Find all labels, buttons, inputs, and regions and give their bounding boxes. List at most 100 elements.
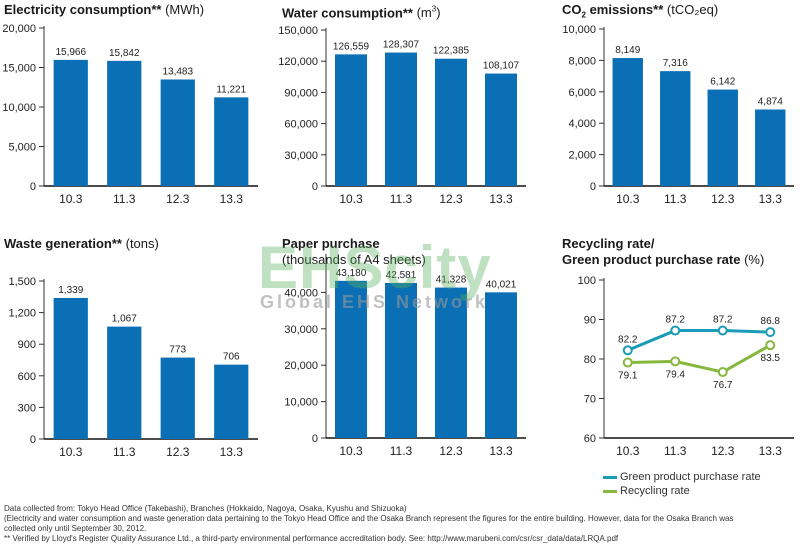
legend-item-recycling: Recycling rate	[603, 484, 761, 498]
data-point	[622, 345, 633, 356]
x-tick-label: 10.3	[616, 192, 640, 206]
y-tick-label: 0	[590, 181, 596, 193]
x-tick-label: 13.3	[220, 445, 244, 459]
y-tick-label: 15,000	[2, 63, 36, 75]
data-label: 1,339	[58, 285, 83, 296]
data-label: 40,021	[486, 279, 517, 290]
data-label: 87.2	[713, 315, 733, 326]
x-tick-label: 10.3	[59, 445, 83, 459]
y-tick-label: 20,000	[2, 23, 36, 35]
data-label: 79.1	[618, 371, 638, 382]
bar	[335, 280, 367, 438]
y-tick-label: 1,500	[8, 276, 36, 288]
data-point	[670, 356, 681, 367]
legend-swatch	[603, 489, 617, 493]
bar	[660, 71, 691, 186]
y-tick-label: 80	[584, 354, 596, 366]
data-label: 43,180	[336, 268, 367, 279]
y-tick-label: 10,000	[562, 24, 596, 36]
data-label: 4,874	[758, 96, 783, 107]
data-label: 773	[169, 345, 186, 356]
electricity-chart: 0 5,000 10,000 15,000 20,000 10.3 11.3 12.3 13.3…	[2, 23, 258, 206]
chart-title: Water consumption** (m3)	[282, 5, 441, 21]
data-label: 1,067	[112, 314, 137, 325]
x-tick-label: 13.3	[489, 192, 513, 206]
footnotes: Data collected from: Tokyo Head Office (…	[4, 504, 796, 544]
y-tick-label: 20,000	[284, 360, 318, 372]
legend-swatch	[603, 475, 617, 479]
data-label: 87.2	[666, 315, 686, 326]
waste-chart-panel: Waste generation** (tons) 0 300 600 900 1,20…	[0, 230, 268, 470]
bar	[160, 357, 195, 439]
y-tick-label: 300	[18, 402, 36, 414]
bar	[485, 292, 517, 438]
y-tick-label: 30,000	[284, 150, 318, 162]
x-tick-label: 11.3	[113, 445, 136, 459]
y-tick-label: 0	[312, 433, 318, 445]
y-tick-label: 0	[312, 181, 318, 193]
data-label: 122,385	[433, 46, 470, 57]
footnote-line: (Electricity and water consumption and w…	[4, 514, 734, 523]
x-tick-label: 12.3	[439, 192, 463, 206]
co2-chart-panel: CO2 emissions** (tCO₂eq) 0 2,000 4,000 6,00…	[536, 0, 800, 225]
legend-label: Recycling rate	[620, 485, 690, 497]
bar	[485, 73, 517, 186]
rates-chart: 60 70 80 90 100 10.3 11.3 12.3 13.3 82.2 87.2 87.2 8…	[578, 275, 794, 458]
footnote-line: ** Verified by Lloyd's Register Quality …	[4, 534, 619, 543]
y-tick-label: 30,000	[284, 324, 318, 336]
data-label: 83.5	[761, 353, 781, 364]
y-tick-label: 100	[578, 275, 596, 287]
data-point	[765, 340, 776, 351]
data-label: 41,328	[436, 275, 467, 286]
data-label: 108,107	[483, 61, 520, 72]
y-tick-label: 900	[18, 339, 36, 351]
chart-title: Waste generation** (tons)	[4, 236, 159, 251]
waste-chart: 0 300 600 900 1,200 1,500 10.3 11.3 12.3 13.3 1,33…	[8, 276, 258, 459]
water-chart-panel: Water consumption** (m3) 0 30,000 60,000 90…	[268, 0, 536, 225]
x-tick-label: 13.3	[759, 192, 783, 206]
data-label: 6,142	[710, 77, 735, 88]
y-tick-label: 70	[584, 394, 596, 406]
x-tick-label: 13.3	[220, 192, 244, 206]
x-tick-label: 13.3	[759, 444, 783, 458]
data-point	[717, 325, 728, 336]
rates-chart-panel: Recycling rate/Green product purchase ra…	[536, 230, 800, 470]
x-tick-label: 11.3	[664, 192, 687, 206]
y-tick-label: 90	[584, 315, 596, 327]
y-tick-label: 1,200	[8, 308, 36, 320]
y-tick-label: 6,000	[568, 87, 596, 99]
legend-label: Green product purchase rate	[620, 471, 761, 483]
y-tick-label: 10,000	[284, 397, 318, 409]
y-tick-label: 0	[30, 181, 36, 193]
data-label: 126,559	[333, 41, 370, 52]
x-tick-label: 10.3	[339, 192, 363, 206]
y-tick-label: 4,000	[568, 118, 596, 130]
y-tick-label: 40,000	[284, 287, 318, 299]
chart-title: Paper purchase (thousands of A4 sheets)	[282, 236, 426, 267]
legend-item-green-product: Green product purchase rate	[603, 470, 761, 484]
data-label: 706	[223, 352, 240, 363]
co2-chart: 0 2,000 4,000 6,000 8,000 10,000 10.3 11.3 12.3 1…	[562, 24, 794, 206]
y-tick-label: 90,000	[284, 87, 318, 99]
paper-chart: 0 10,000 20,000 30,000 40,000 10.3 11.3 12.3 13.…	[284, 254, 526, 458]
chart-title: CO2 emissions** (tCO₂eq)	[562, 2, 719, 20]
data-label: 7,316	[663, 58, 688, 69]
x-tick-label: 11.3	[113, 192, 136, 206]
data-label: 79.4	[666, 369, 686, 380]
data-label: 13,483	[162, 66, 193, 77]
data-point	[765, 327, 776, 338]
y-tick-label: 2,000	[568, 150, 596, 162]
bar	[435, 58, 467, 186]
data-label: 86.8	[761, 316, 781, 327]
bar	[53, 297, 88, 439]
x-tick-label: 11.3	[390, 444, 413, 458]
bar	[612, 58, 643, 186]
x-tick-label: 10.3	[616, 444, 640, 458]
data-label: 15,842	[109, 48, 140, 59]
y-tick-label: 60	[584, 433, 596, 445]
data-label: 128,307	[383, 40, 420, 51]
x-tick-label: 12.3	[166, 445, 190, 459]
water-chart: 0 30,000 60,000 90,000 120,000 150,000 10.3 11.…	[278, 25, 526, 206]
bar	[755, 109, 786, 186]
data-label: 76.7	[713, 380, 733, 391]
